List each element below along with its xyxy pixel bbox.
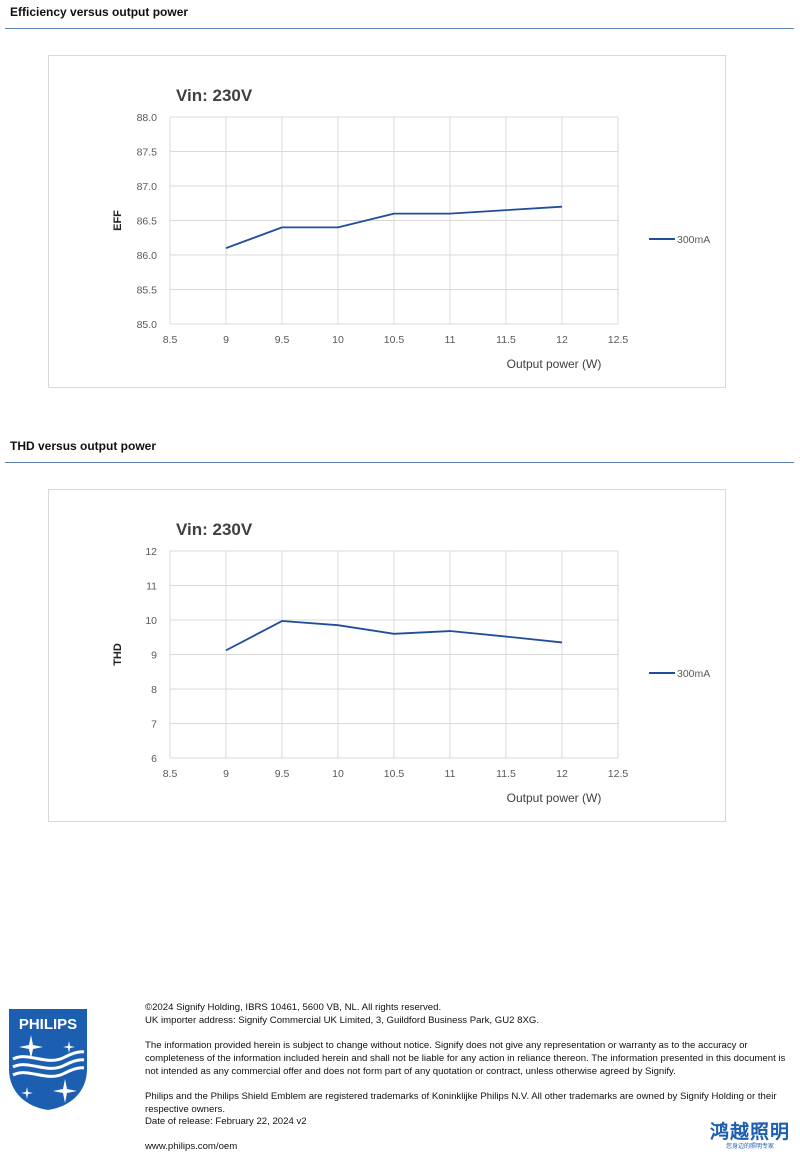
x-tick-label: 12 (556, 334, 568, 346)
brand-cn-name: 鸿越照明 (709, 1121, 790, 1143)
section-divider (5, 462, 794, 463)
release-date: Date of release: February 22, 2024 v2 (145, 1116, 307, 1128)
brand-watermark: 鸿越照明 您身边的照明专家 (704, 1121, 796, 1151)
section-title-thd: THD versus output power (10, 439, 157, 453)
y-tick-label: 88.0 (137, 112, 158, 124)
legend-label: 300mA (677, 668, 710, 680)
x-tick-label: 10 (332, 334, 344, 346)
y-tick-label: 7 (151, 719, 157, 731)
footer-legal: ©2024 Signify Holding, IBRS 10461, 5600 … (145, 1002, 790, 1129)
copyright-text: ©2024 Signify Holding, IBRS 10461, 5600 … (145, 1002, 442, 1013)
y-axis-label: EFF (112, 210, 124, 231)
y-tick-label: 86.5 (137, 216, 158, 228)
x-tick-label: 12.5 (608, 768, 629, 780)
thd-chart-svg: Vin: 230V 6 7 8 9 10 11 12 8.5 9 9.5 10 10.5 11 11.5 12… (112, 520, 710, 805)
y-tick-label: 85.0 (137, 319, 158, 331)
y-tick-label: 12 (145, 546, 157, 558)
x-tick-label: 10.5 (384, 334, 405, 346)
disclaimer-text: The information provided herein is subje… (145, 1040, 786, 1077)
y-tick-label: 10 (145, 615, 157, 627)
x-tick-label: 12.5 (608, 334, 629, 346)
x-axis-label: Output power (W) (507, 791, 602, 805)
x-tick-label: 9.5 (275, 334, 290, 346)
legend-label: 300mA (677, 234, 710, 246)
y-axis-label: THD (112, 643, 124, 666)
x-axis-label: Output power (W) (507, 357, 602, 371)
philips-shield-logo: PHILIPS (9, 1009, 87, 1110)
section-divider (5, 28, 794, 29)
x-tick-label: 8.5 (163, 334, 178, 346)
x-tick-label: 9 (223, 334, 229, 346)
x-tick-label: 11.5 (496, 768, 516, 780)
y-tick-label: 86.0 (137, 250, 158, 262)
y-tick-label: 11 (146, 581, 157, 593)
chart-title: Vin: 230V (176, 86, 253, 105)
y-tick-label: 87.5 (137, 147, 158, 159)
efficiency-chart-svg: Vin: 230V 85.0 85.5 86.0 86.5 87.0 87.5 88.0 8.5… (112, 86, 710, 371)
x-tick-label: 9 (223, 768, 229, 780)
y-tick-label: 9 (151, 650, 157, 662)
logo-wordmark: PHILIPS (19, 1016, 77, 1033)
chart-title: Vin: 230V (176, 520, 253, 539)
x-tick-label: 11 (445, 334, 456, 346)
section-title-efficiency: Efficiency versus output power (10, 5, 189, 19)
website-link[interactable]: www.philips.com/oem (145, 1141, 238, 1152)
x-tick-label: 10 (332, 768, 344, 780)
x-tick-label: 12 (556, 768, 568, 780)
y-tick-label: 8 (151, 684, 157, 696)
x-tick-label: 10.5 (384, 768, 405, 780)
thd-chart: Vin: 230V 6 7 8 9 10 11 12 8.5 9 9.5 10 10.5 11 11.5 12… (48, 489, 726, 822)
trademark-text: Philips and the Philips Shield Emblem ar… (145, 1090, 777, 1115)
x-tick-label: 8.5 (163, 768, 178, 780)
y-tick-label: 85.5 (137, 285, 158, 297)
y-tick-label: 6 (151, 753, 157, 765)
x-tick-label: 9.5 (275, 768, 290, 780)
brand-cn-tagline: 您身边的照明专家 (725, 1143, 774, 1150)
x-tick-label: 11 (445, 768, 456, 780)
y-tick-label: 87.0 (137, 181, 158, 193)
x-tick-label: 11.5 (496, 334, 516, 346)
importer-address: UK importer address: Signify Commercial … (145, 1014, 540, 1026)
efficiency-chart: Vin: 230V 85.0 85.5 86.0 86.5 87.0 87.5 88.0 8.5… (48, 55, 726, 388)
